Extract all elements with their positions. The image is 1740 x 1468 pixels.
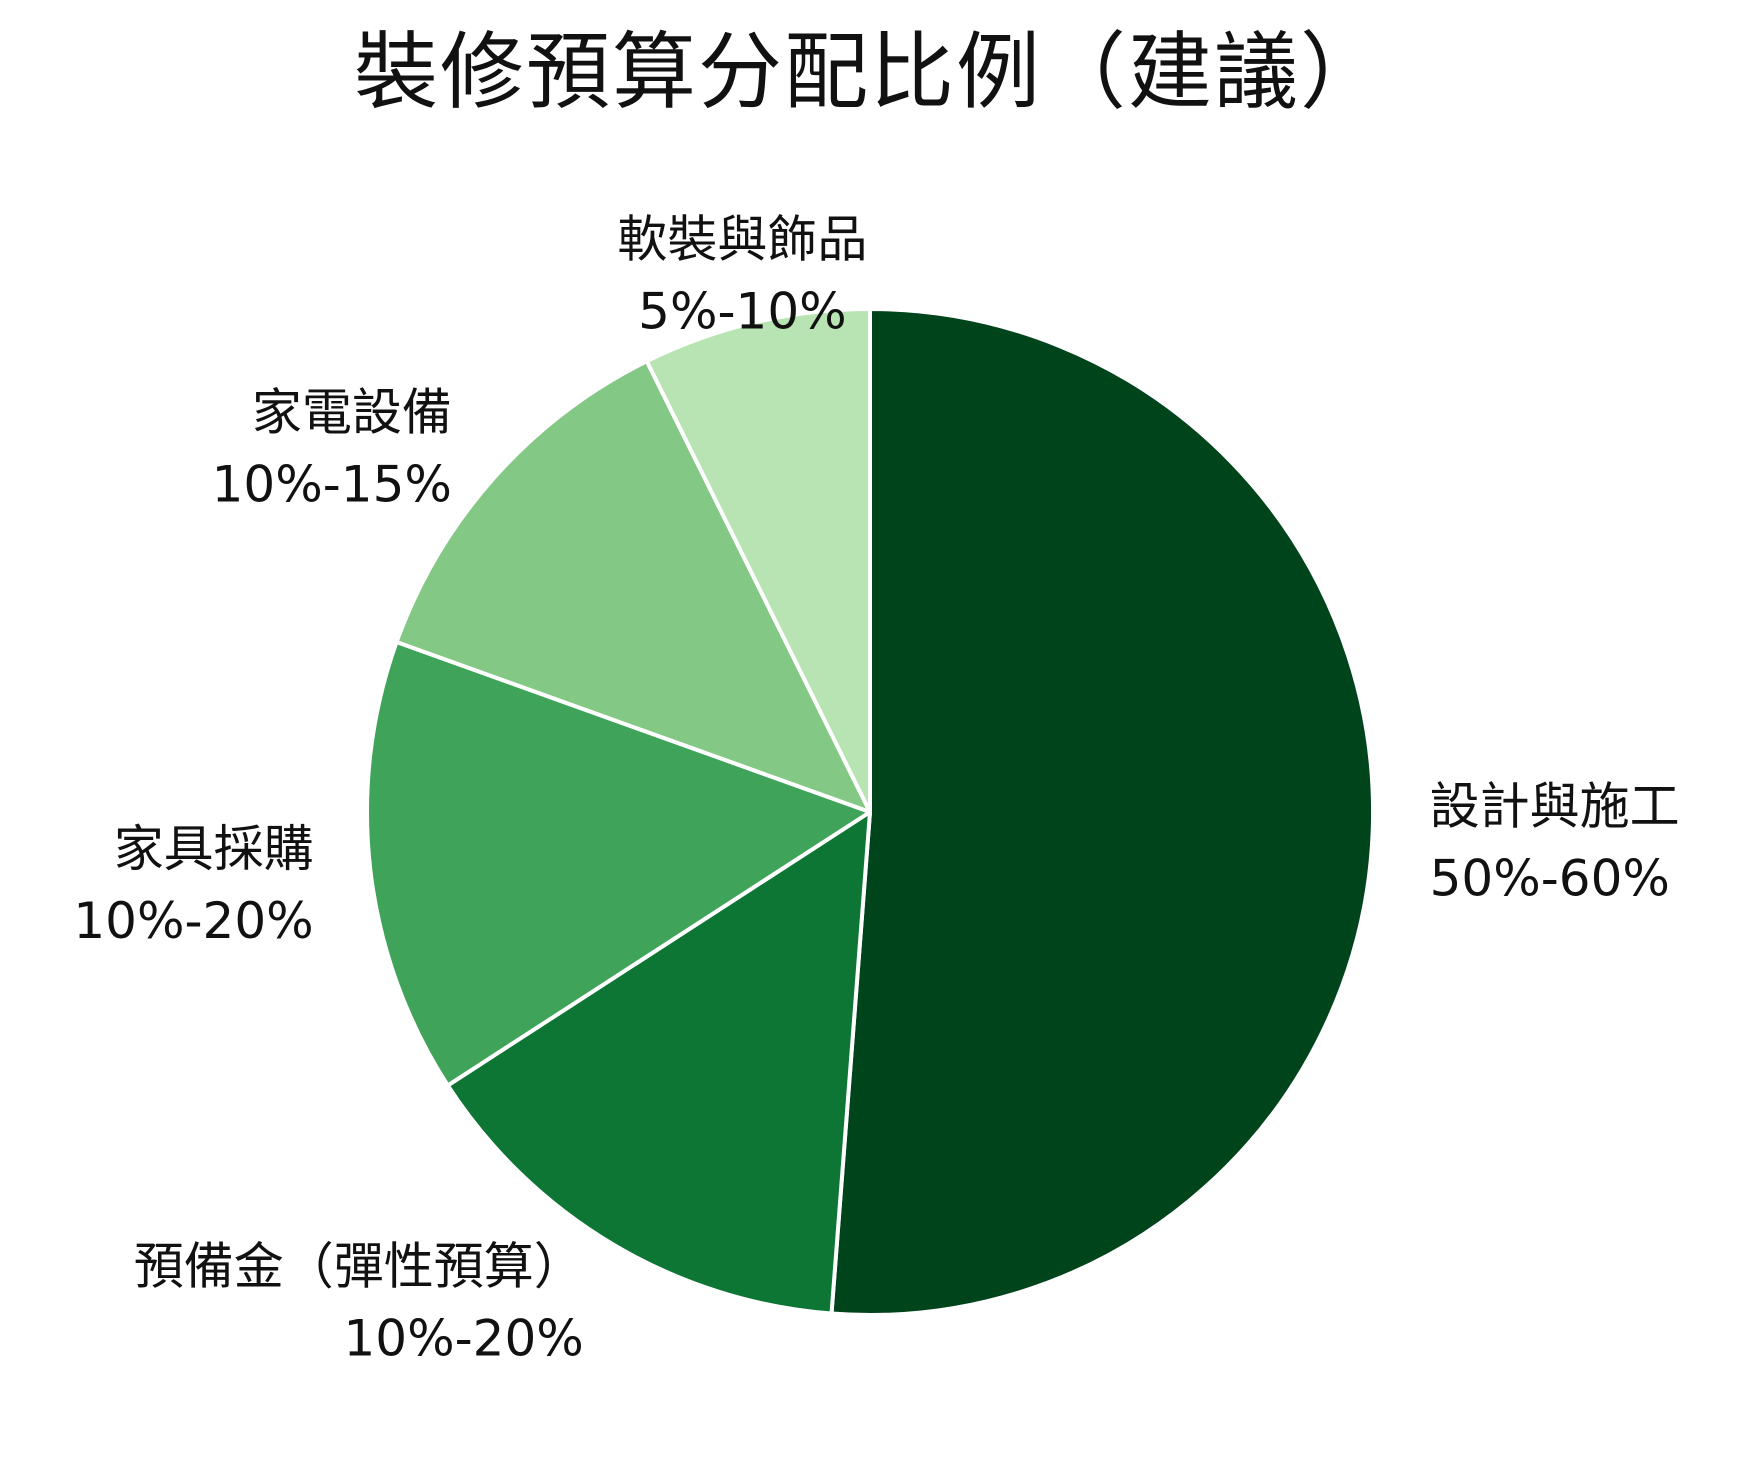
pie-label-range: 50%-60%: [1430, 849, 1670, 907]
pie-label-0: 設計與施工 50%-60%: [1430, 777, 1680, 907]
pie-label-range: 10%-20%: [73, 892, 313, 950]
pie-label-range: 10%-15%: [212, 455, 452, 513]
pie-slice-2: [365, 639, 872, 1088]
pie-labels: 設計與施工 50%-60%預備金（彈性預算） 10%-20%家具採購 10%-20%家…: [73, 211, 1679, 1368]
pie-label-range: 10%-20%: [343, 1309, 583, 1367]
chart-title: 裝修預算分配比例（建議）: [353, 23, 1386, 121]
pie-label-name: 預備金（彈性預算）: [134, 1237, 584, 1295]
pie-label-name: 設計與施工: [1430, 777, 1680, 835]
pie-label-range: 5%-10%: [638, 283, 847, 341]
pie-slice-3: [394, 359, 872, 814]
pie-label-name: 家具採購: [114, 820, 314, 878]
pie-slices: [365, 307, 1375, 1317]
pie-slice-4: [644, 307, 872, 814]
pie-label-1: 預備金（彈性預算） 10%-20%: [134, 1237, 584, 1367]
pie-slice-0: [829, 307, 1375, 1317]
pie-label-name: 軟裝與飾品: [617, 211, 867, 269]
pie-slice-1: [445, 810, 872, 1316]
pie-label-3: 家電設備 10%-15%: [212, 383, 452, 513]
pie-label-4: 軟裝與飾品 5%-10%: [617, 211, 867, 341]
pie-label-2: 家具採購 10%-20%: [73, 820, 313, 950]
pie-label-name: 家電設備: [252, 383, 452, 441]
